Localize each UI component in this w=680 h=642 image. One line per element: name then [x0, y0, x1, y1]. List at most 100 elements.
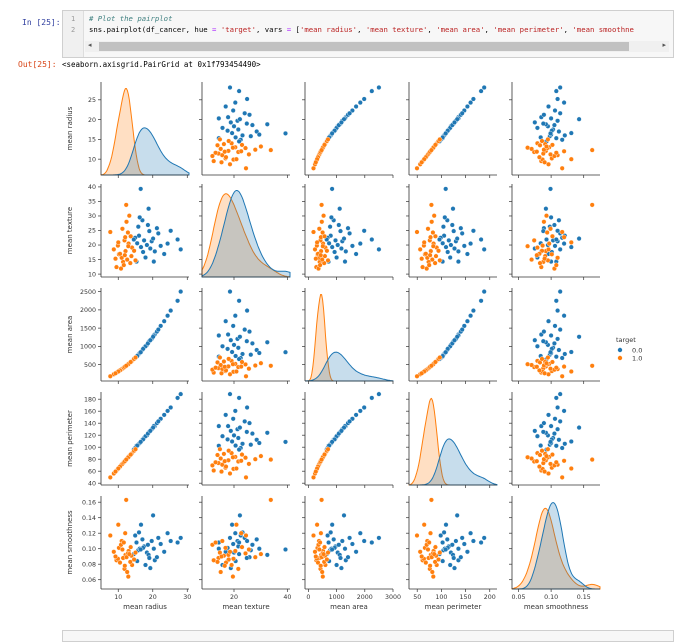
scatter-point-1.0 — [209, 153, 215, 159]
scatter-point-0.0 — [361, 538, 367, 544]
scatter-point-0.0 — [158, 243, 164, 249]
scatter-point-0.0 — [347, 230, 353, 236]
scatter-point-1.0 — [313, 159, 319, 165]
scatter-point-0.0 — [347, 110, 353, 116]
scatter-point-0.0 — [455, 259, 461, 265]
scatter-point-1.0 — [428, 497, 434, 503]
x-tick-label: 0.05 — [512, 594, 526, 601]
scatter-point-0.0 — [556, 217, 562, 223]
scroll-right-arrow-icon[interactable]: ▸ — [662, 41, 666, 49]
scatter-point-0.0 — [254, 536, 260, 542]
scatter-point-1.0 — [322, 544, 328, 550]
scatter-point-0.0 — [155, 230, 161, 236]
scatter-point-0.0 — [343, 248, 349, 254]
scatter-point-1.0 — [258, 453, 264, 459]
scatter-point-0.0 — [557, 418, 563, 424]
scatter-point-1.0 — [115, 522, 121, 528]
scatter-point-0.0 — [227, 84, 233, 90]
scatter-point-1.0 — [549, 452, 555, 458]
scatter-point-1.0 — [268, 363, 274, 369]
scrollbar-thumb[interactable] — [99, 42, 629, 51]
x-tick-label: 0 — [306, 594, 310, 601]
scatter-point-0.0 — [544, 236, 550, 242]
scatter-point-0.0 — [341, 512, 347, 518]
scatter-point-0.0 — [532, 428, 538, 434]
scatter-point-0.0 — [541, 329, 547, 335]
scatter-point-1.0 — [238, 530, 244, 536]
scatter-point-0.0 — [576, 116, 582, 122]
scatter-point-1.0 — [419, 370, 425, 376]
input-prompt: In [25]: — [22, 18, 61, 27]
scatter-point-0.0 — [532, 119, 538, 125]
y-tick-label: 20 — [88, 242, 96, 249]
scatter-point-1.0 — [414, 229, 420, 235]
scatter-point-1.0 — [544, 143, 550, 149]
code-line-pairplot[interactable]: sns.pairplot(df_cancer, hue = 'target', … — [89, 25, 669, 34]
scatter-point-1.0 — [230, 361, 236, 367]
scatter-point-0.0 — [552, 107, 558, 113]
scatter-point-0.0 — [216, 423, 222, 429]
x-tick-label: 20 — [149, 594, 157, 601]
scatter-point-1.0 — [322, 142, 328, 148]
scatter-point-0.0 — [327, 224, 333, 230]
kde-curve-0.0 — [304, 351, 394, 382]
scatter-point-0.0 — [228, 119, 234, 125]
scatter-point-1.0 — [561, 364, 567, 370]
code-token: 'target' — [220, 25, 256, 34]
next-code-cell[interactable] — [62, 630, 674, 642]
y-tick-label: 0.16 — [82, 499, 96, 506]
scatter-point-0.0 — [376, 246, 382, 252]
scatter-point-0.0 — [561, 241, 567, 247]
scatter-point-0.0 — [244, 405, 250, 411]
scroll-left-arrow-icon[interactable]: ◂ — [88, 41, 92, 49]
y-tick-label: 2000 — [80, 307, 96, 314]
scatter-point-0.0 — [548, 186, 554, 192]
scatter-point-0.0 — [225, 346, 231, 352]
scatter-point-1.0 — [431, 551, 437, 557]
code-line-comment[interactable]: # Plot the pairplot — [89, 14, 173, 23]
scatter-point-0.0 — [138, 522, 144, 528]
scatter-point-1.0 — [122, 563, 128, 569]
y-tick-label: 15 — [88, 137, 96, 144]
code-cell[interactable]: 1 2 # Plot the pairplot sns.pairplot(df_… — [62, 10, 674, 58]
code-token: 'mean radius' — [299, 25, 358, 34]
scatter-point-1.0 — [534, 149, 540, 155]
code-token: = — [212, 25, 217, 34]
scatter-point-0.0 — [353, 412, 359, 418]
subplot-mean-perimeter-vs-mean-area — [302, 391, 394, 488]
scatter-point-0.0 — [561, 100, 567, 106]
scatter-point-1.0 — [553, 262, 559, 268]
scatter-point-0.0 — [440, 240, 446, 246]
scatter-point-1.0 — [226, 356, 232, 362]
scatter-point-0.0 — [555, 336, 561, 342]
scatter-point-1.0 — [548, 366, 554, 372]
scatter-point-1.0 — [218, 456, 224, 462]
scatter-point-1.0 — [111, 549, 117, 555]
scatter-point-0.0 — [548, 333, 554, 339]
scatter-point-1.0 — [127, 559, 133, 565]
scatter-point-1.0 — [123, 219, 129, 225]
scatter-point-0.0 — [236, 138, 242, 144]
scatter-point-1.0 — [317, 540, 323, 546]
scatter-point-1.0 — [268, 457, 274, 463]
legend-label: 0.0 — [632, 347, 642, 355]
scatter-point-0.0 — [146, 555, 152, 561]
scatter-point-0.0 — [534, 125, 540, 131]
scatter-point-0.0 — [244, 308, 250, 314]
scatter-point-1.0 — [414, 373, 420, 379]
subplot-mean-texture-vs-mean-radius: 10 15 20 25 30 35 40 mean texture — [66, 184, 189, 280]
scatter-point-1.0 — [430, 574, 436, 580]
kde-curve-0.0 — [201, 190, 291, 278]
scatter-point-1.0 — [541, 219, 547, 225]
y-tick-label: 0.10 — [82, 546, 96, 553]
scatter-point-0.0 — [229, 349, 235, 355]
scatter-point-1.0 — [312, 549, 318, 555]
scatter-point-1.0 — [112, 256, 118, 262]
scatter-point-1.0 — [218, 569, 224, 575]
scatter-point-1.0 — [128, 359, 134, 365]
horizontal-scrollbar[interactable]: ◂ ▸ — [85, 41, 669, 52]
scatter-point-0.0 — [150, 236, 156, 242]
scatter-point-0.0 — [452, 337, 458, 343]
scatter-point-1.0 — [553, 459, 559, 465]
